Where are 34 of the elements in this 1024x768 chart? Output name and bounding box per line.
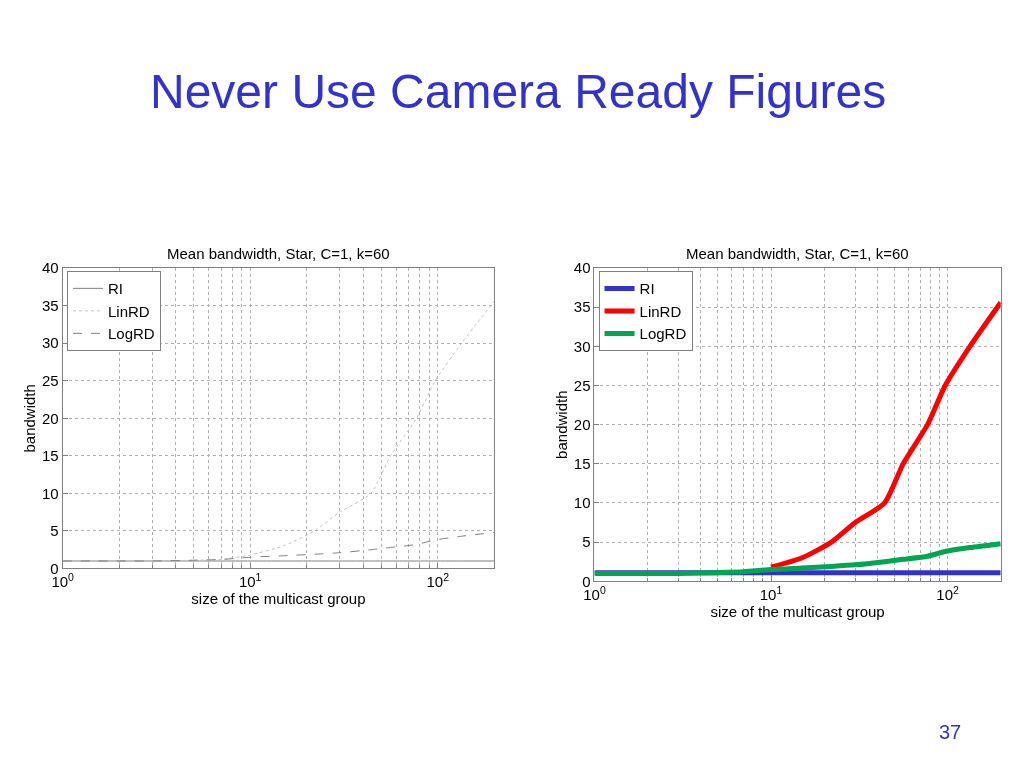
- x-tick-label: 10$^{2}$: [936, 583, 959, 604]
- y-tick-label: 40: [41, 259, 59, 277]
- x-tick-label: 10$^{1}$: [238, 571, 262, 591]
- y-tick-label: 20: [573, 415, 591, 433]
- y-tick-label: 40: [573, 259, 591, 277]
- y-tick-label: 15: [573, 455, 591, 473]
- x-tick-label: 10$^{1}$: [759, 583, 783, 604]
- y-axis-title: bandwidth: [21, 384, 39, 453]
- y-tick-label: 5: [582, 533, 591, 551]
- chart-title: Mean bandwidth, Star, C=1, k=60: [167, 245, 390, 262]
- legend-label: LinRD: [107, 302, 150, 320]
- y-tick-label: 5: [50, 522, 59, 540]
- y-tick-label: 10: [41, 484, 59, 502]
- y-tick-label: 35: [573, 298, 591, 316]
- y-tick-label: 35: [41, 296, 59, 314]
- y-axis-title: bandwidth: [553, 390, 571, 459]
- x-axis-title: size of the multicast group: [710, 603, 885, 621]
- x-axis-title: size of the multicast group: [191, 590, 366, 608]
- legend-label: LogRD: [639, 325, 687, 343]
- y-tick-label: 30: [41, 334, 59, 352]
- x-tick-label: 10$^{2}$: [426, 571, 450, 591]
- y-tick-label: 25: [41, 371, 59, 389]
- legend-label: LogRD: [107, 325, 155, 343]
- y-tick-label: 20: [41, 409, 59, 427]
- legend-label: RI: [107, 280, 123, 298]
- text: Never Use Camera Ready Figures: [150, 65, 887, 118]
- text: 37: [939, 721, 962, 743]
- chart-title: Mean bandwidth, Star, C=1, k=60: [686, 245, 909, 262]
- legend-label: RI: [639, 280, 655, 298]
- y-tick-label: 15: [41, 447, 59, 465]
- y-tick-label: 25: [573, 376, 591, 394]
- legend-label: LinRD: [639, 302, 682, 320]
- y-tick-label: 30: [573, 337, 591, 355]
- y-tick-label: 10: [573, 494, 591, 512]
